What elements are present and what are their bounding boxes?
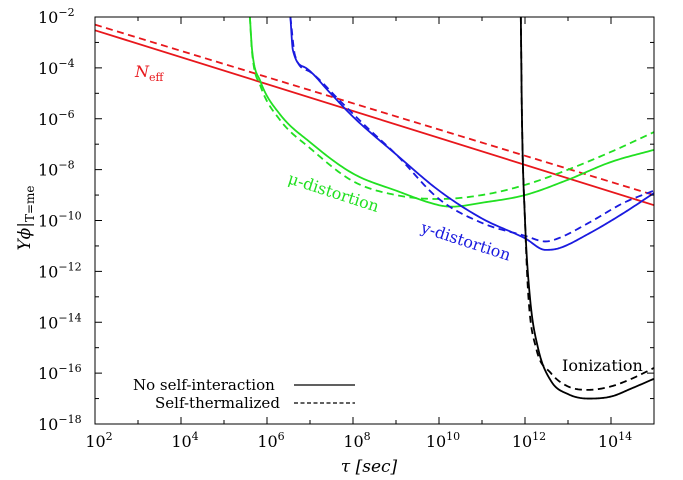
x-tick-label-6-exp: 14 — [618, 430, 632, 443]
series-ion-solid — [519, 16, 655, 400]
series-mu-solid — [248, 16, 655, 208]
x-tick-label-0-base: 10 — [85, 432, 105, 451]
x-tick-label-2: 106 — [257, 430, 284, 451]
series-ion-dashed — [519, 16, 655, 391]
annotation-ionization: Ionization — [562, 356, 643, 375]
y-tick-label-4: 10−10 — [38, 210, 82, 231]
y-tick-label-7: 10−16 — [38, 362, 82, 383]
x-tick-label-4-exp: 10 — [446, 430, 460, 443]
x-tick-label-6-base: 10 — [598, 432, 618, 451]
y-tick-label-0: 10−2 — [38, 6, 75, 27]
y-tick-label-3-base: 10 — [38, 161, 58, 180]
ticks-layer — [94, 16, 655, 425]
series-mu-dashed — [248, 16, 655, 200]
y-tick-label-2-base: 10 — [38, 110, 58, 129]
x-tick-label-4-base: 10 — [426, 432, 446, 451]
y-tick-label-0-exp: −2 — [58, 6, 74, 19]
x-tick-label-0-exp: 2 — [106, 430, 113, 443]
y-tick-label-6: 10−14 — [38, 311, 82, 332]
x-tick-label-3-base: 10 — [343, 432, 363, 451]
y-tick-label-8: 10−18 — [38, 413, 82, 434]
series-y-dashed — [289, 16, 655, 243]
annotation-mu-distortion: μ-distortion — [286, 169, 382, 216]
y-tick-label-4-exp: −10 — [58, 210, 81, 223]
x-tick-label-1-base: 10 — [171, 432, 191, 451]
y-tick-label-7-base: 10 — [38, 364, 58, 383]
tick-labels-layer: 102 104 106 108 1010 1012 101410−210−410−610−8… — [38, 6, 632, 451]
series-y-solid — [289, 16, 655, 251]
x-tick-label-5-base: 10 — [512, 432, 532, 451]
annotation-y-distortion: y-distortion — [418, 217, 513, 264]
y-tick-label-6-exp: −14 — [58, 311, 81, 324]
annotation-neff-sub: eff — [149, 71, 165, 84]
y-tick-label-6-base: 10 — [38, 313, 58, 332]
x-axis-label-text: τ [sec] — [341, 457, 398, 477]
x-tick-label-4: 1010 — [426, 430, 460, 451]
x-tick-label-2-base: 10 — [257, 432, 277, 451]
x-tick-label-3: 108 — [343, 430, 370, 451]
y-tick-label-1-exp: −4 — [58, 57, 74, 70]
series-neff-dashed — [94, 23, 655, 196]
y-tick-label-7-exp: −16 — [58, 362, 81, 375]
y-tick-label-0-base: 10 — [38, 8, 58, 27]
y-tick-label-5-exp: −12 — [58, 260, 81, 273]
x-tick-label-5-exp: 12 — [532, 430, 546, 443]
legend: No self-interaction Self-thermalized — [133, 376, 355, 412]
y-tick-label-2-exp: −6 — [58, 108, 74, 121]
y-tick-label-8-exp: −18 — [58, 413, 81, 426]
x-tick-label-6: 1014 — [598, 430, 632, 451]
y-tick-label-3: 10−8 — [38, 159, 75, 180]
x-tick-label-0: 102 — [85, 430, 112, 451]
y-tick-label-1-base: 10 — [38, 59, 58, 78]
series-neff-solid — [94, 29, 655, 207]
annotation-neff: Neff — [134, 62, 165, 84]
y-tick-label-2: 10−6 — [38, 108, 75, 129]
x-tick-label-1-exp: 4 — [192, 430, 199, 443]
y-tick-label-4-base: 10 — [38, 212, 58, 231]
y-tick-label-1: 10−4 — [38, 57, 75, 78]
x-axis-label: τ [sec] — [341, 457, 398, 477]
annotation-neff-main: N — [134, 62, 150, 81]
x-tick-label-1: 104 — [171, 430, 198, 451]
curves-layer — [94, 16, 655, 400]
legend-label-0: No self-interaction — [133, 376, 275, 394]
x-tick-label-3-exp: 8 — [364, 430, 371, 443]
legend-label-1: Self-thermalized — [155, 394, 280, 412]
x-tick-label-5: 1012 — [512, 430, 546, 451]
x-tick-label-2-exp: 6 — [278, 430, 285, 443]
y-tick-label-5: 10−12 — [38, 260, 82, 281]
y-axis-label-main: Yϕ| — [15, 222, 35, 251]
y-axis-label-sub: T=me — [23, 185, 37, 222]
y-tick-label-3-exp: −8 — [58, 159, 74, 172]
y-tick-label-5-base: 10 — [38, 262, 58, 281]
y-axis-label: Yϕ|T=me — [15, 185, 37, 250]
y-tick-label-8-base: 10 — [38, 415, 58, 434]
curve-annotations: Neff μ-distortion y-distortion Ionizatio… — [134, 62, 643, 375]
